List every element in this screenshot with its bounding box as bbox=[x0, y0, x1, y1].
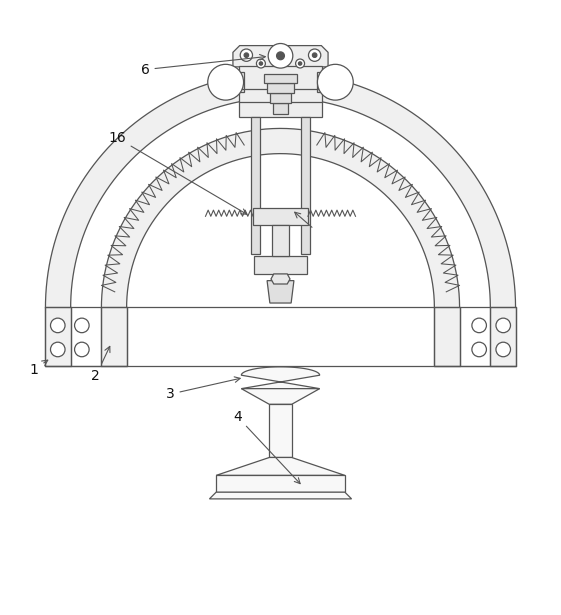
Bar bbox=[434, 308, 459, 367]
Circle shape bbox=[256, 59, 265, 68]
Circle shape bbox=[50, 318, 65, 333]
Circle shape bbox=[268, 44, 293, 68]
Text: 6: 6 bbox=[141, 55, 265, 77]
Circle shape bbox=[259, 62, 263, 65]
Bar bbox=[270, 93, 291, 103]
Circle shape bbox=[312, 53, 317, 57]
Polygon shape bbox=[241, 389, 320, 404]
Polygon shape bbox=[209, 492, 352, 499]
Circle shape bbox=[75, 318, 89, 333]
Circle shape bbox=[208, 65, 243, 100]
Bar bbox=[272, 224, 289, 256]
Text: 2: 2 bbox=[91, 346, 110, 383]
Bar bbox=[273, 103, 288, 114]
Text: 4: 4 bbox=[233, 410, 300, 483]
Polygon shape bbox=[241, 367, 320, 389]
Bar bbox=[251, 117, 260, 255]
Bar bbox=[254, 256, 307, 274]
Polygon shape bbox=[102, 129, 459, 308]
Circle shape bbox=[244, 53, 249, 57]
Polygon shape bbox=[216, 458, 345, 475]
Circle shape bbox=[309, 49, 321, 62]
Circle shape bbox=[240, 49, 252, 62]
Text: 1: 1 bbox=[30, 360, 48, 376]
Bar bbox=[216, 475, 345, 492]
Circle shape bbox=[277, 52, 284, 60]
Bar bbox=[269, 404, 292, 458]
Circle shape bbox=[318, 65, 353, 100]
Circle shape bbox=[296, 59, 305, 68]
Bar bbox=[253, 208, 308, 224]
Bar bbox=[264, 74, 297, 83]
Circle shape bbox=[472, 318, 486, 333]
Bar bbox=[301, 117, 310, 255]
Bar bbox=[318, 72, 339, 92]
Bar bbox=[266, 83, 295, 93]
Circle shape bbox=[75, 342, 89, 357]
Bar bbox=[239, 66, 322, 117]
Bar bbox=[45, 308, 71, 367]
Circle shape bbox=[496, 318, 511, 333]
Bar bbox=[102, 308, 127, 367]
Text: 3: 3 bbox=[166, 377, 240, 401]
Circle shape bbox=[472, 342, 486, 357]
Polygon shape bbox=[233, 46, 328, 67]
Circle shape bbox=[298, 62, 302, 65]
Polygon shape bbox=[271, 274, 290, 284]
Polygon shape bbox=[45, 73, 516, 308]
Circle shape bbox=[50, 342, 65, 357]
Polygon shape bbox=[267, 280, 294, 303]
Text: 16: 16 bbox=[108, 131, 247, 214]
Circle shape bbox=[496, 342, 511, 357]
Bar bbox=[222, 72, 243, 92]
Bar bbox=[490, 308, 516, 367]
